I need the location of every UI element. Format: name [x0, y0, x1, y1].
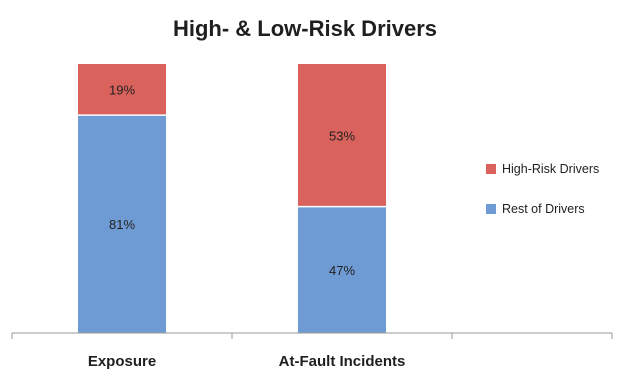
category-labels: Exposure At-Fault Incidents [88, 353, 406, 370]
chart-title: High- & Low-Risk Drivers [173, 16, 437, 41]
data-label-exposure-rest-of-drivers: 81% [109, 217, 135, 232]
data-label-at-fault-incidents-high-risk-drivers: 53% [329, 128, 355, 143]
legend-swatch-high-risk-drivers [486, 164, 496, 174]
legend-swatch-rest-of-drivers [486, 204, 496, 214]
bars-group: 81% 19% 47% 53% [78, 64, 386, 333]
legend-label-high-risk-drivers: High-Risk Drivers [502, 162, 599, 176]
bar-exposure-rest-of-drivers [78, 115, 166, 333]
category-label-at-fault-incidents: At-Fault Incidents [279, 353, 406, 370]
bar-at-fault-incidents-rest-of-drivers [298, 206, 386, 333]
x-axis [11, 332, 613, 339]
bar-exposure-high-risk-drivers [78, 64, 166, 116]
data-label-at-fault-incidents-rest-of-drivers: 47% [329, 263, 355, 278]
legend: High-Risk Drivers Rest of Drivers [486, 162, 599, 216]
bar-at-fault-incidents-high-risk-drivers [298, 64, 386, 207]
data-label-exposure-high-risk-drivers: 19% [109, 83, 135, 98]
category-label-exposure: Exposure [88, 353, 156, 370]
legend-label-rest-of-drivers: Rest of Drivers [502, 202, 585, 216]
